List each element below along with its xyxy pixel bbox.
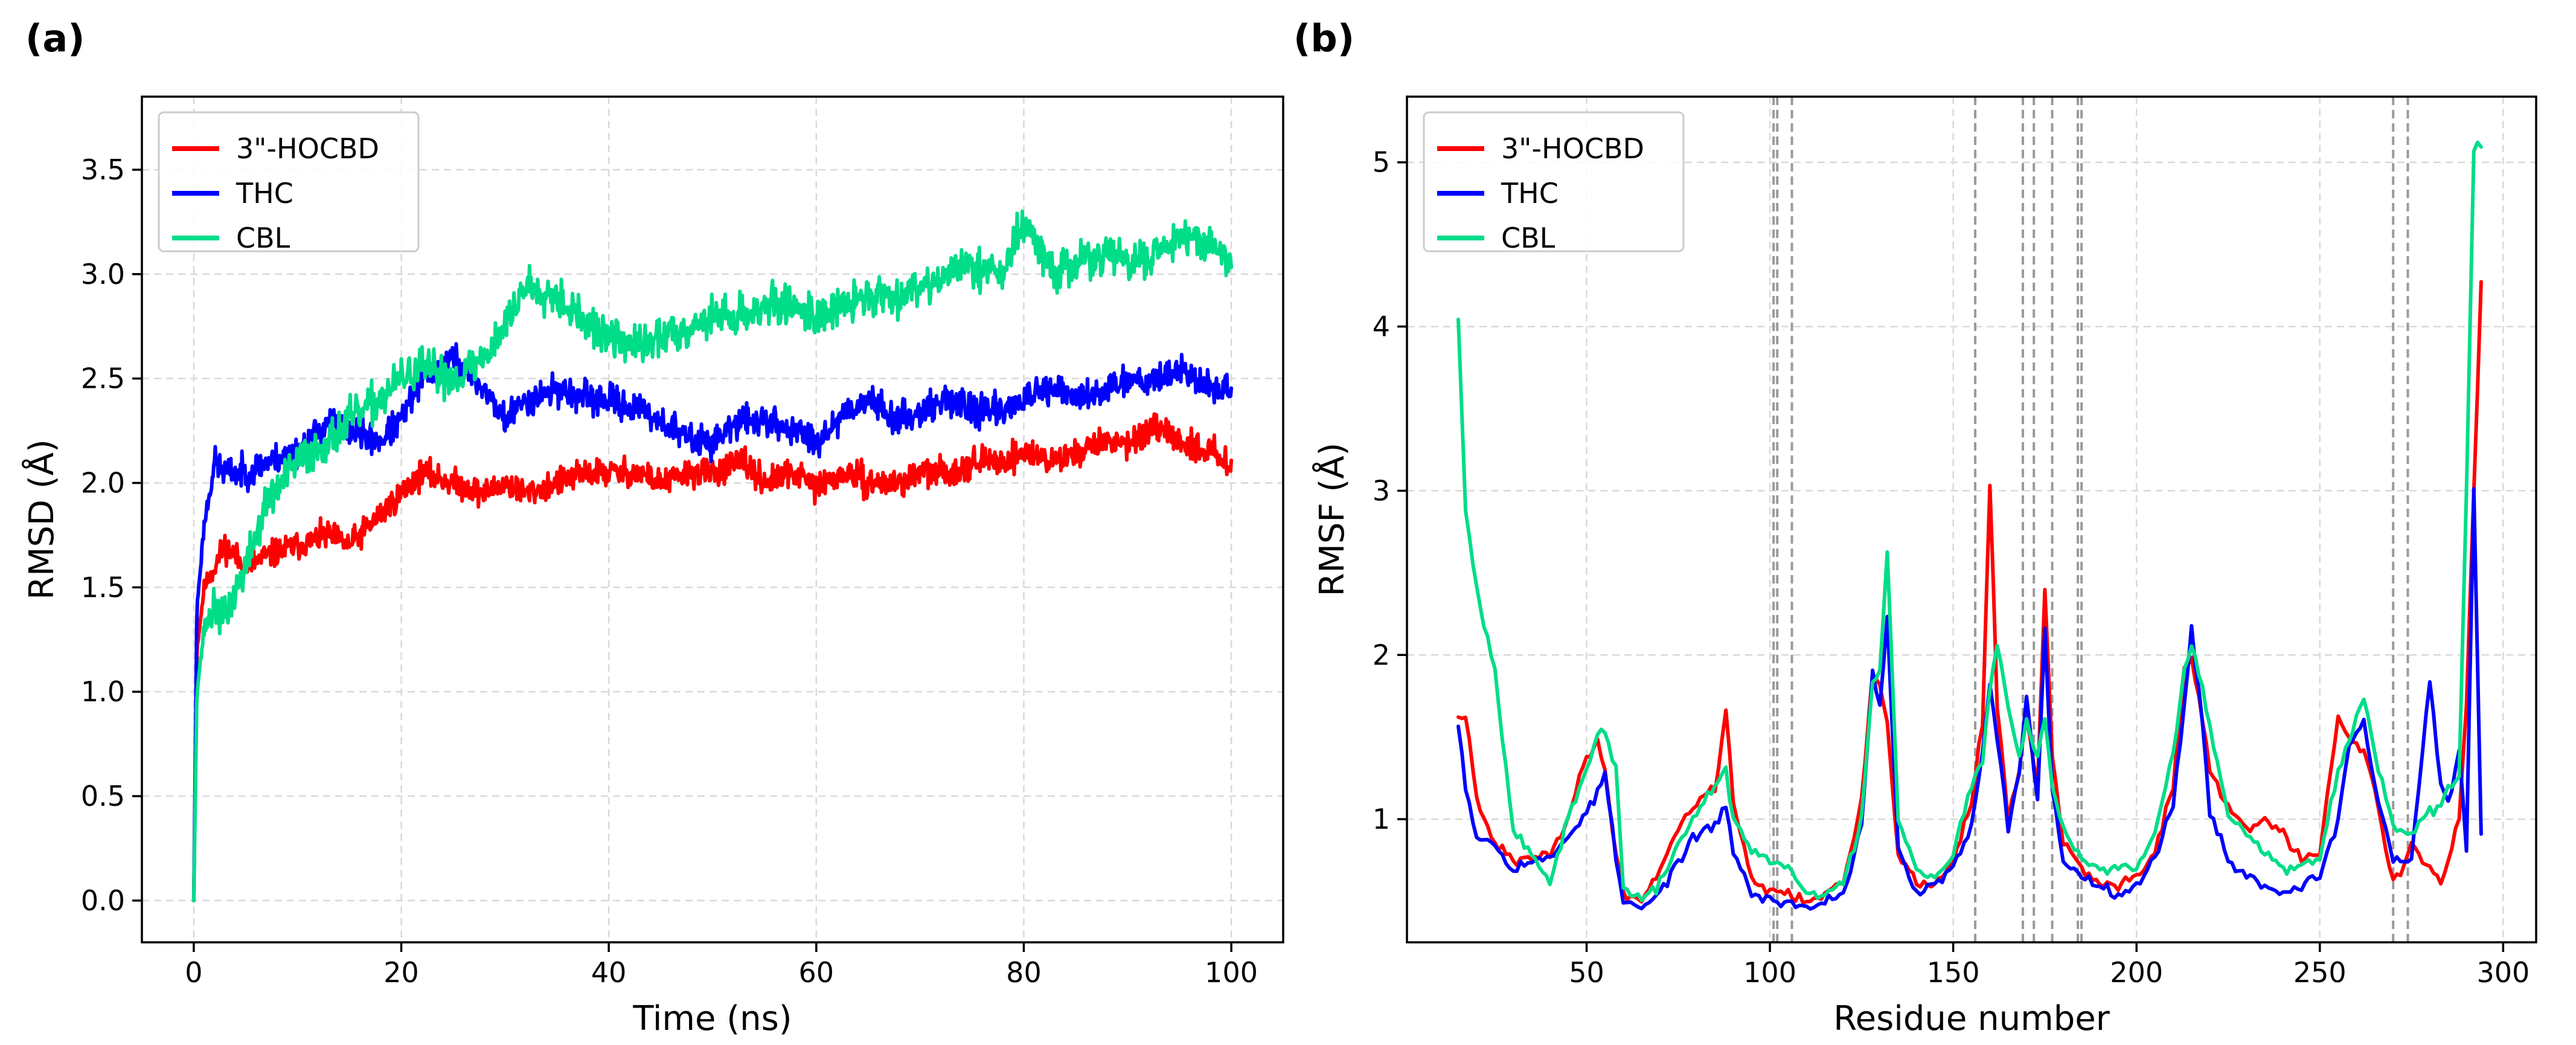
legend-box: [158, 111, 420, 252]
panel-a-rmsd: (a) 0 20 40 60 80 100 0.0 0.5 1.0 1.5 2.0 2.5 3.0 3.5…: [22, 16, 1284, 1038]
x-tick-label: 100: [1205, 956, 1258, 989]
panel-a-label: (a): [25, 16, 85, 60]
x-tick-label: 80: [1006, 956, 1042, 989]
x-tick-label: 100: [1743, 956, 1796, 989]
series-line-cbl: [1456, 140, 2483, 902]
panel-b-y-axis-label: RMSF (Å): [1312, 443, 1352, 597]
legend-label: CBL: [1501, 222, 1556, 254]
x-tick-label: 40: [591, 956, 627, 989]
panel-a-y-axis-label: RMSD (Å): [22, 439, 62, 600]
panel-a-x-axis-label: Time (ns): [632, 999, 792, 1038]
y-tick-label: 0.5: [81, 780, 125, 812]
x-tick-label: 200: [2110, 956, 2163, 989]
legend-label: 3"-HOCBD: [1501, 132, 1644, 165]
panel-a-plot-frame: [141, 95, 1284, 944]
y-tick-label: 1.5: [81, 571, 125, 603]
y-tick-label: 2.0: [81, 467, 125, 500]
y-tick-label: 4: [1373, 310, 1390, 343]
y-tick-label: 1: [1373, 803, 1390, 835]
series-line-thc: [191, 342, 1234, 902]
panel-b-label: (b): [1293, 16, 1354, 60]
x-tick-label: 0: [185, 956, 202, 989]
y-tick-label: 0.0: [81, 884, 125, 917]
x-tick-label: 60: [799, 956, 835, 989]
x-tick-label: 300: [2476, 956, 2530, 989]
series-line-thc: [1456, 487, 2483, 911]
y-tick-label: 3.0: [81, 258, 125, 291]
legend-label: 3"-HOCBD: [236, 132, 379, 165]
x-tick-label: 150: [1927, 956, 1980, 989]
x-tick-label: 20: [383, 956, 419, 989]
x-tick-label: 250: [2293, 956, 2347, 989]
series-line-3hocbd: [1456, 280, 2483, 905]
legend-label: THC: [1501, 177, 1559, 210]
y-tick-label: 5: [1373, 146, 1390, 179]
legend-label: CBL: [236, 222, 290, 254]
y-tick-label: 1.0: [81, 675, 125, 708]
y-tick-label: 3: [1373, 474, 1390, 507]
series-line-3hocbd: [191, 412, 1234, 902]
y-tick-label: 2: [1373, 638, 1390, 671]
panel-b-x-axis-label: Residue number: [1833, 999, 2110, 1038]
legend-box: [1423, 111, 1685, 252]
x-tick-label: 50: [1569, 956, 1604, 989]
series-line-cbl: [191, 209, 1234, 902]
legend-label: THC: [235, 177, 293, 210]
y-tick-label: 3.5: [81, 153, 125, 186]
panel-b-plot-frame: [1406, 95, 2537, 944]
y-tick-label: 2.5: [81, 362, 125, 395]
panel-b-rmsf: (b) 50 100 150 200 250 300 1 2 3 4 5 Residue numbe…: [1293, 16, 2537, 1038]
